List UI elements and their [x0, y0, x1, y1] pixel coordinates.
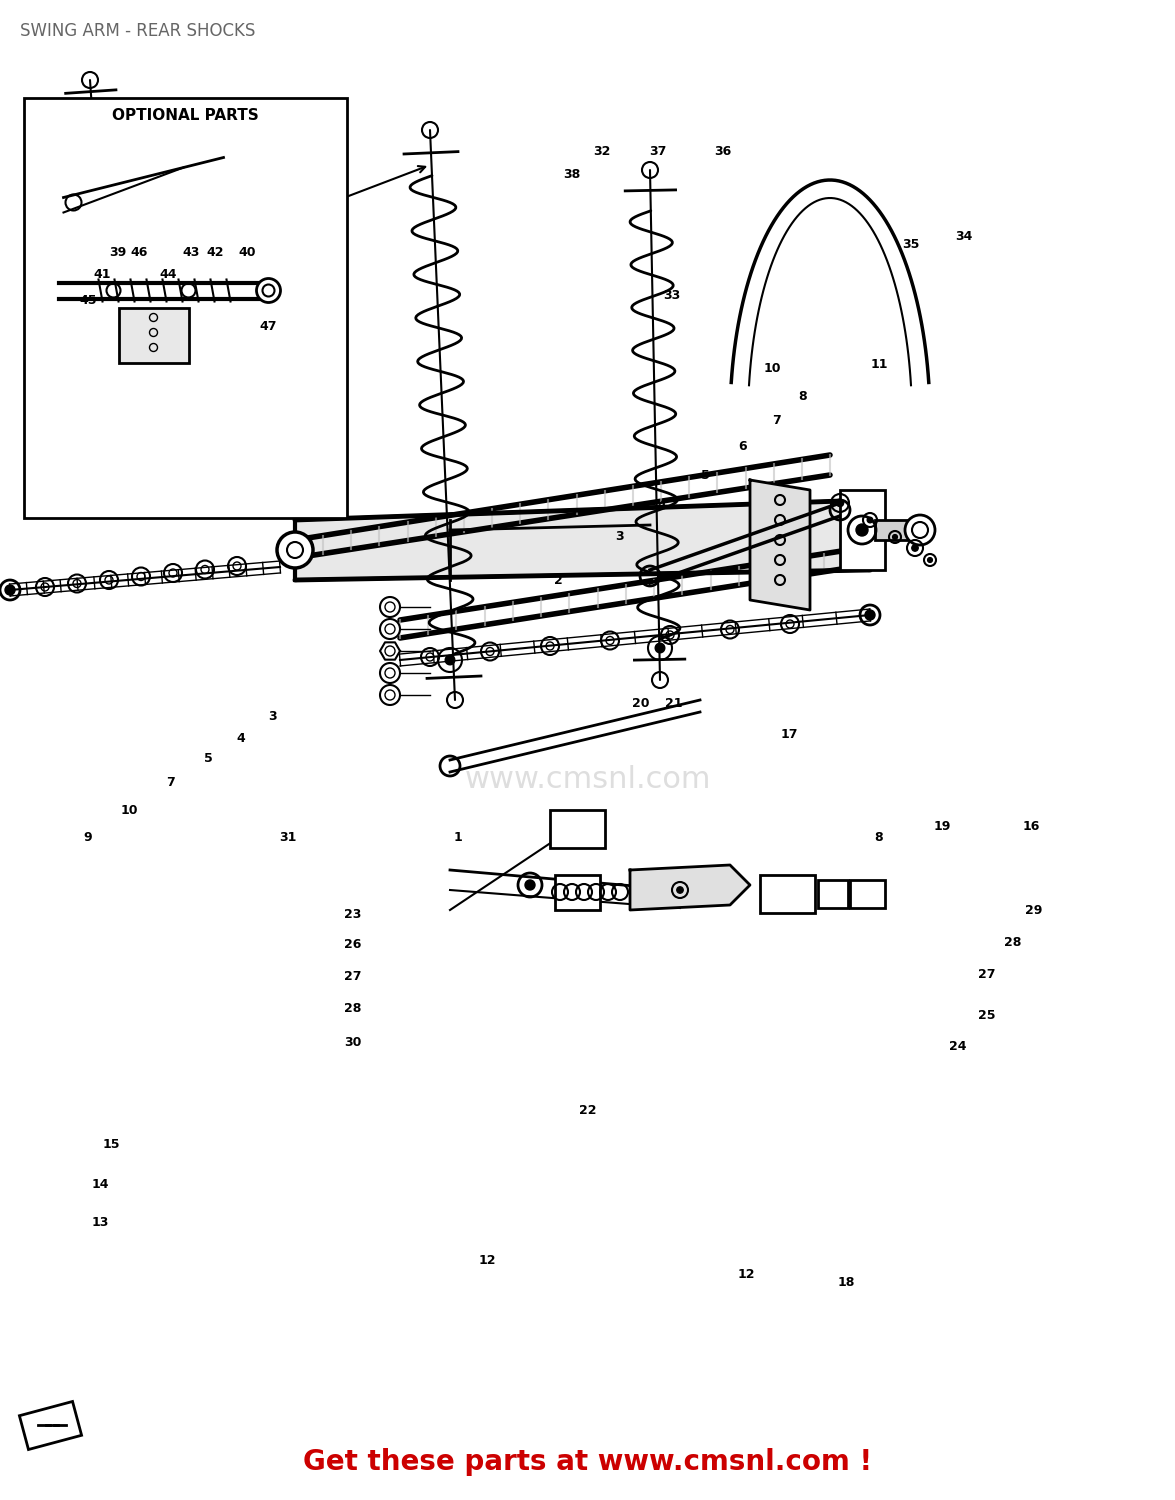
Circle shape — [857, 524, 868, 536]
Text: 1: 1 — [454, 831, 463, 843]
Circle shape — [837, 500, 844, 507]
Text: 35: 35 — [902, 238, 919, 250]
Text: 15: 15 — [103, 1138, 120, 1150]
Text: 11: 11 — [871, 358, 887, 370]
Text: 27: 27 — [979, 969, 995, 981]
Text: Get these parts at www.cmsnl.com !: Get these parts at www.cmsnl.com ! — [303, 1449, 872, 1476]
Circle shape — [893, 534, 898, 540]
Text: 31: 31 — [280, 831, 296, 843]
Bar — [840, 490, 885, 570]
Text: 13: 13 — [92, 1216, 108, 1228]
Bar — [875, 520, 915, 540]
Text: 4: 4 — [236, 732, 246, 744]
Text: 4: 4 — [657, 500, 666, 512]
Bar — [555, 874, 600, 910]
Text: 23: 23 — [344, 909, 361, 921]
Text: 5: 5 — [700, 470, 710, 482]
Text: 37: 37 — [650, 146, 666, 158]
Polygon shape — [295, 500, 870, 580]
Text: 33: 33 — [569, 822, 585, 836]
Text: 43: 43 — [183, 246, 200, 258]
Circle shape — [445, 656, 455, 664]
Text: 46: 46 — [130, 246, 147, 258]
Circle shape — [5, 585, 15, 596]
Text: 45: 45 — [80, 294, 96, 306]
Text: 30: 30 — [344, 1036, 361, 1048]
Bar — [760, 874, 815, 914]
Text: 44: 44 — [160, 268, 176, 280]
Text: 29: 29 — [1026, 904, 1042, 916]
Text: 42: 42 — [207, 246, 223, 258]
Circle shape — [256, 279, 281, 303]
Text: www.cmsnl.com: www.cmsnl.com — [464, 765, 711, 795]
Text: 28: 28 — [1005, 936, 1021, 948]
Text: 19: 19 — [934, 821, 951, 833]
Text: 39: 39 — [109, 246, 126, 258]
Bar — [550, 810, 605, 847]
Text: 12: 12 — [479, 1254, 496, 1266]
Text: 15: 15 — [88, 429, 105, 441]
Text: 5: 5 — [203, 753, 213, 765]
Bar — [20, 1401, 81, 1449]
Text: 28: 28 — [344, 1002, 361, 1014]
Text: 33: 33 — [664, 290, 680, 302]
Circle shape — [912, 544, 918, 550]
Text: 7: 7 — [772, 414, 781, 426]
Text: 32: 32 — [593, 146, 610, 158]
Text: 10: 10 — [121, 804, 137, 816]
Text: 2: 2 — [553, 574, 563, 586]
Text: 20: 20 — [632, 698, 649, 709]
Circle shape — [112, 332, 118, 338]
Bar — [850, 880, 885, 908]
Text: 40: 40 — [239, 246, 255, 258]
Text: SWING ARM - REAR SHOCKS: SWING ARM - REAR SHOCKS — [20, 22, 255, 40]
Circle shape — [867, 518, 873, 524]
Circle shape — [927, 558, 933, 562]
Text: 12: 12 — [738, 1269, 754, 1281]
Text: 7: 7 — [166, 777, 175, 789]
Text: 10: 10 — [764, 363, 780, 375]
Text: 41: 41 — [94, 268, 110, 280]
Text: 27: 27 — [344, 970, 361, 982]
Text: 16: 16 — [1023, 821, 1040, 833]
Text: 26: 26 — [344, 939, 361, 951]
Circle shape — [677, 886, 683, 892]
Text: 21: 21 — [665, 698, 682, 709]
Circle shape — [865, 610, 875, 620]
Text: 24: 24 — [949, 1041, 966, 1053]
Text: 8: 8 — [798, 390, 807, 402]
Text: OPTIONAL PARTS: OPTIONAL PARTS — [112, 108, 258, 123]
Text: 6: 6 — [738, 441, 747, 453]
Text: 3: 3 — [268, 711, 277, 723]
Text: 8: 8 — [874, 831, 884, 843]
Text: 38: 38 — [564, 168, 580, 180]
Text: 22: 22 — [579, 1104, 596, 1116]
Text: 36: 36 — [714, 146, 731, 158]
Text: 47: 47 — [260, 321, 276, 333]
Bar — [24, 98, 347, 518]
Circle shape — [277, 532, 313, 568]
Text: 3: 3 — [615, 531, 624, 543]
Text: 14: 14 — [92, 1179, 108, 1191]
Circle shape — [525, 880, 535, 890]
Circle shape — [656, 644, 665, 652]
Text: 13: 13 — [92, 372, 108, 384]
Polygon shape — [630, 865, 750, 910]
Text: 14: 14 — [88, 399, 105, 411]
Text: 34: 34 — [955, 231, 972, 243]
Text: 17: 17 — [781, 729, 798, 741]
Bar — [818, 880, 848, 908]
Text: 18: 18 — [838, 1276, 854, 1288]
Circle shape — [905, 514, 935, 544]
Text: 25: 25 — [979, 1010, 995, 1022]
Bar — [119, 308, 188, 363]
Text: 9: 9 — [83, 831, 93, 843]
Polygon shape — [750, 480, 810, 610]
